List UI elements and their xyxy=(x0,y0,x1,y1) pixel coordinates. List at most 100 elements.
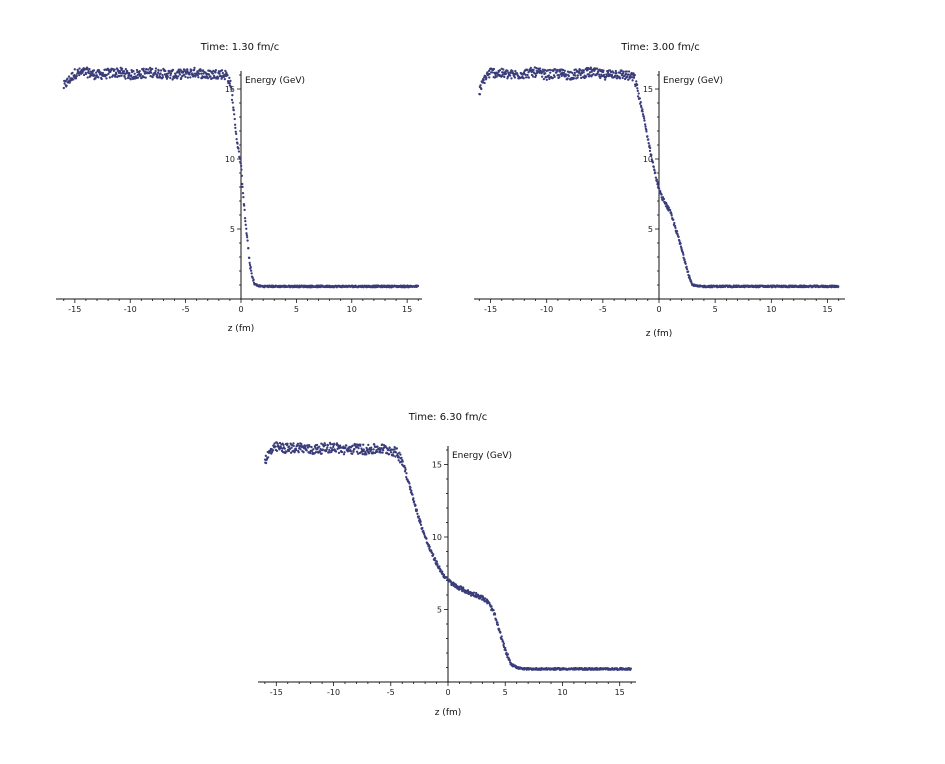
data-point xyxy=(287,449,291,453)
data-point xyxy=(639,101,642,104)
data-point xyxy=(366,448,369,451)
data-point xyxy=(200,76,204,80)
data-point xyxy=(233,117,236,121)
x-tick-label: 5 xyxy=(503,688,508,697)
data-point xyxy=(684,262,687,265)
data-point xyxy=(599,76,602,80)
data-point xyxy=(488,72,491,76)
data-point xyxy=(239,162,242,165)
data-point xyxy=(114,75,117,78)
data-point xyxy=(664,205,668,208)
y-tick-label: 15 xyxy=(643,85,653,94)
data-point xyxy=(620,69,623,72)
data-point xyxy=(432,553,435,556)
data-point xyxy=(559,69,562,73)
data-point xyxy=(290,446,293,449)
data-point xyxy=(651,161,655,164)
data-point xyxy=(196,74,199,77)
x-tick-label: -5 xyxy=(387,688,395,697)
data-point xyxy=(310,445,313,449)
data-point xyxy=(107,72,110,76)
data-point xyxy=(312,448,315,451)
x-tick-label: -10 xyxy=(327,688,340,697)
data-point xyxy=(511,70,514,73)
data-point xyxy=(185,72,188,75)
data-point xyxy=(95,71,98,74)
data-point xyxy=(435,560,439,563)
x-tick-label: 15 xyxy=(615,688,625,697)
data-point xyxy=(321,448,324,451)
data-point xyxy=(326,444,330,447)
data-point xyxy=(367,443,370,447)
data-point xyxy=(603,78,607,81)
x-tick-label: 15 xyxy=(402,305,412,314)
data-point xyxy=(458,587,461,591)
data-point xyxy=(97,76,100,79)
data-point xyxy=(446,576,449,579)
data-point xyxy=(273,442,276,445)
data-point xyxy=(587,73,590,76)
data-point xyxy=(644,125,647,128)
x-tick-label: -15 xyxy=(68,305,81,314)
data-point xyxy=(136,76,140,79)
data-point xyxy=(370,448,373,451)
data-point xyxy=(171,68,175,72)
data-point xyxy=(161,75,165,79)
data-point xyxy=(419,520,422,523)
data-point xyxy=(578,68,582,72)
y-tick-label: 15 xyxy=(432,461,442,470)
data-point xyxy=(428,545,431,548)
data-point xyxy=(500,635,503,638)
data-point xyxy=(224,69,227,73)
data-point xyxy=(296,442,300,445)
data-point xyxy=(636,83,639,87)
data-point xyxy=(122,70,126,73)
y-tick-label: 10 xyxy=(432,533,442,542)
data-point xyxy=(574,74,577,77)
data-point xyxy=(123,75,126,79)
data-point xyxy=(314,446,317,449)
data-point xyxy=(169,72,173,75)
data-point xyxy=(641,110,644,113)
data-point xyxy=(243,204,246,207)
chart-panel-1: Time: 1.30 fm/c -15 -10 -5 0 5 10 15 5 10 15 Energy… xyxy=(56,42,422,334)
data-point xyxy=(595,67,599,70)
data-point xyxy=(275,449,279,452)
data-point xyxy=(636,87,639,90)
data-point xyxy=(492,67,496,71)
data-point xyxy=(243,217,247,220)
data-point xyxy=(506,69,509,72)
data-point xyxy=(325,448,328,451)
data-point xyxy=(144,70,147,73)
data-point xyxy=(529,66,532,70)
data-point xyxy=(674,226,677,230)
data-point xyxy=(75,74,78,78)
data-point xyxy=(336,447,339,451)
data-point xyxy=(198,72,201,75)
data-point xyxy=(661,196,665,199)
x-tick-label: 0 xyxy=(445,688,450,697)
data-point xyxy=(238,155,241,159)
data-point xyxy=(683,258,686,261)
data-point xyxy=(548,68,552,71)
data-point xyxy=(403,464,406,468)
data-point xyxy=(236,142,239,145)
data-point xyxy=(502,642,506,645)
data-point xyxy=(490,605,493,608)
data-point xyxy=(504,649,507,652)
data-point xyxy=(359,443,362,446)
data-point xyxy=(165,77,169,80)
data-point xyxy=(72,78,75,81)
data-point xyxy=(474,591,478,595)
data-point xyxy=(534,74,538,77)
data-point xyxy=(180,76,183,79)
data-point xyxy=(179,68,182,71)
data-point xyxy=(100,77,103,81)
data-point xyxy=(411,493,414,496)
data-point xyxy=(332,445,335,449)
data-point xyxy=(386,448,390,452)
scatter-series xyxy=(478,66,840,289)
data-point xyxy=(308,445,311,448)
data-point xyxy=(274,445,277,448)
data-point xyxy=(246,236,249,239)
